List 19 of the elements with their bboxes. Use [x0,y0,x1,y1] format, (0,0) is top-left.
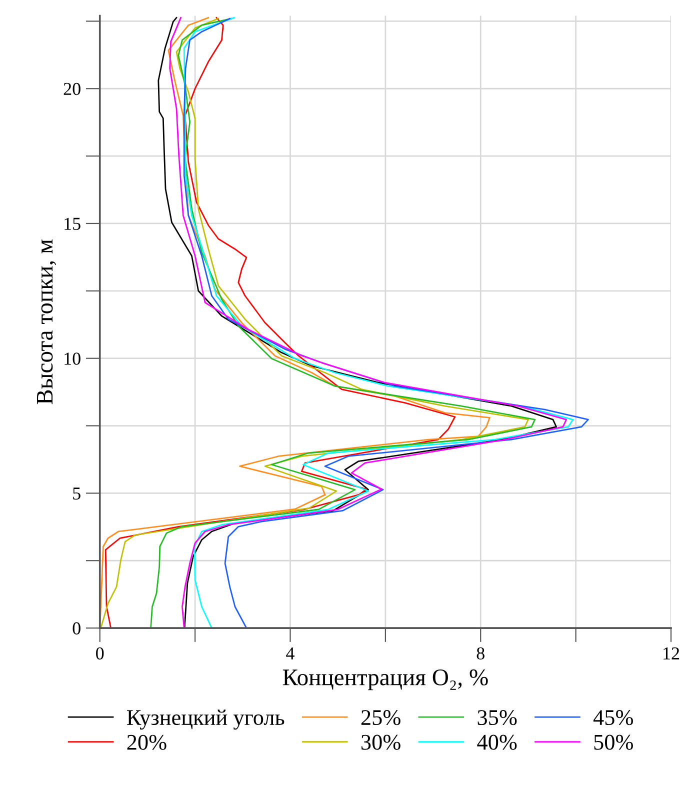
y-tick-label: 10 [64,352,80,365]
legend-label: 40% [477,734,517,750]
y-tick-label: 20 [64,82,80,96]
x-tick-label: 4 [286,647,294,660]
legend-label: 20% [127,734,166,750]
legend-label: Кузнецкий уголь [126,710,284,730]
y-tick-label: 5 [73,488,80,500]
legend-label: 35% [478,710,517,726]
x-tick-label: 12 [664,647,680,660]
x-axis-title: Концентрация O₂, % [282,669,488,690]
y-tick-label: 15 [64,218,80,230]
y-tick-label: 0 [72,622,80,634]
x-tick-label: 0 [96,647,104,660]
legend-label: 25% [361,710,400,726]
legend-label: 45% [593,710,633,726]
legend-label: 30% [362,734,400,750]
x-tick-label: 8 [476,647,484,660]
legend-label: 50% [594,734,633,750]
y-axis-title: Высота топки, м [37,240,56,404]
